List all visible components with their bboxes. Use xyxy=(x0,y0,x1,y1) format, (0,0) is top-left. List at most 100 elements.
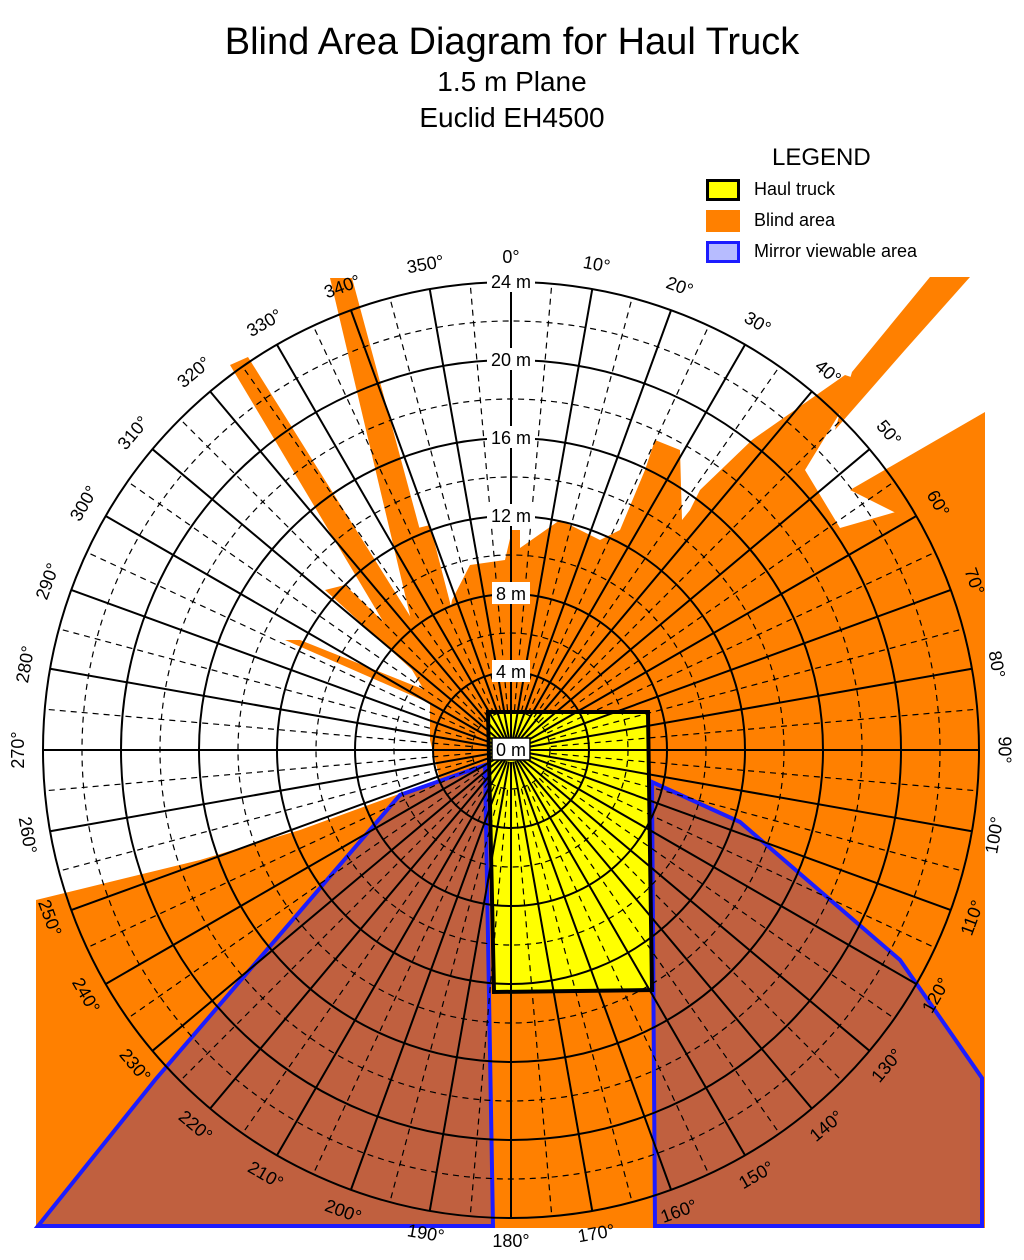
angle-label: 320° xyxy=(173,353,214,392)
grid-spoke-dashed xyxy=(520,788,633,1203)
grid-spoke-dashed xyxy=(469,283,509,711)
grid-spoke xyxy=(521,588,952,747)
grid-spoke-dashed xyxy=(86,766,476,949)
grid-spoke xyxy=(514,309,673,740)
grid-spoke xyxy=(70,588,501,747)
grid-spoke-dashed xyxy=(543,772,895,1019)
mirror-area-right xyxy=(649,778,984,1228)
grid-spoke xyxy=(428,761,510,1212)
grid-spoke xyxy=(105,515,502,745)
title-block: Blind Area Diagram for Haul Truck 1.5 m … xyxy=(0,20,1024,136)
diagram-title: Blind Area Diagram for Haul Truck xyxy=(224,21,800,63)
grid-spoke-dashed xyxy=(86,551,476,734)
grid-spoke-dashed xyxy=(550,752,978,792)
grid-spoke xyxy=(522,751,973,833)
legend-label: Blind area xyxy=(754,210,836,230)
grid-spoke-dashed xyxy=(527,325,710,715)
radial-label-bg xyxy=(491,737,531,761)
grid-spoke xyxy=(151,756,503,1052)
grid-spoke-dashed xyxy=(513,789,553,1217)
angle-label: 300° xyxy=(66,482,102,524)
grid-spoke-dashed xyxy=(242,366,489,718)
angle-label: 20° xyxy=(663,272,695,300)
grid-spoke xyxy=(522,667,973,749)
grid-spoke-dashed xyxy=(546,766,936,949)
radial-label-bg xyxy=(487,426,535,448)
grid-spoke xyxy=(520,515,917,745)
grid-spoke-dashed xyxy=(513,283,553,711)
radial-label-text: 0 m xyxy=(496,740,526,760)
grid-spoke-dashed xyxy=(538,418,843,723)
grid-spoke-dashed xyxy=(389,297,502,712)
grid-spoke xyxy=(517,390,813,742)
grid-spoke-dashed xyxy=(533,366,780,718)
radial-label-text: 16 m xyxy=(491,428,531,448)
radial-label-text: 4 m xyxy=(496,662,526,682)
grid-spoke-dashed xyxy=(312,325,495,715)
grid-spoke-dashed xyxy=(549,628,964,741)
grid-spoke-dashed xyxy=(546,551,936,734)
grid-spoke xyxy=(512,761,594,1212)
radial-label-text: 12 m xyxy=(491,506,531,526)
radial-label-bg xyxy=(492,582,530,604)
blind-area-region xyxy=(285,640,450,710)
grid-spoke xyxy=(105,755,502,985)
grid-spoke-dashed xyxy=(44,708,472,748)
grid-spoke xyxy=(276,759,506,1156)
truck-model: Euclid EH4500 xyxy=(419,102,605,133)
grid-spoke xyxy=(49,667,500,749)
angle-label: 100° xyxy=(981,815,1007,855)
blind-area-region xyxy=(330,278,455,700)
radial-label-text: 24 m xyxy=(491,272,531,292)
blind-area-region xyxy=(230,357,450,700)
grid-spoke-dashed xyxy=(550,708,978,748)
grid-spoke-dashed xyxy=(389,788,502,1203)
grid-spoke-dashed xyxy=(58,759,473,872)
radial-label: 24 m xyxy=(487,270,535,292)
blind-area-region xyxy=(325,585,455,700)
angle-label: 270° xyxy=(8,731,28,768)
grid-spoke-dashed xyxy=(179,418,484,723)
legend: LEGEND Haul truck Blind area Mirror view… xyxy=(706,142,966,267)
grid-spoke-dashed xyxy=(527,785,710,1175)
radial-label: 16 m xyxy=(487,426,535,448)
grid-spoke xyxy=(521,753,952,912)
angle-label: 80° xyxy=(985,649,1009,679)
angle-label: 290° xyxy=(32,560,64,602)
legend-swatch-mirror-viewable-area xyxy=(706,240,740,263)
angle-label: 10° xyxy=(582,252,612,276)
grid-spoke xyxy=(70,753,501,912)
grid-spoke xyxy=(516,344,746,741)
grid-spoke-dashed xyxy=(549,759,964,872)
legend-label: Mirror viewable area xyxy=(754,241,918,261)
angle-label: 260° xyxy=(15,815,41,855)
grid-spoke xyxy=(276,344,506,741)
grid-spoke xyxy=(517,758,813,1110)
angle-label: 180° xyxy=(492,1231,529,1251)
grid-spoke-dashed xyxy=(543,481,895,728)
grid-spoke-dashed xyxy=(242,782,489,1134)
angle-label: 50° xyxy=(872,416,905,450)
grid-spoke-dashed xyxy=(520,297,633,712)
grid-spoke-dashed xyxy=(127,481,479,728)
radial-label-text: 8 m xyxy=(496,584,526,604)
grid-spoke-dashed xyxy=(312,785,495,1175)
radial-label: 12 m xyxy=(487,504,535,526)
grid-spoke xyxy=(209,390,505,742)
grid-spoke xyxy=(519,756,871,1052)
legend-label: Haul truck xyxy=(754,179,836,199)
grid-spoke xyxy=(209,758,505,1110)
grid-spoke-dashed xyxy=(538,777,843,1082)
grid-spoke xyxy=(514,760,673,1191)
legend-title: LEGEND xyxy=(772,144,871,171)
angle-label: 310° xyxy=(114,412,153,453)
radial-label-bg xyxy=(487,270,535,292)
legend-item-mirror-viewable-area: Mirror viewable area xyxy=(706,236,966,267)
legend-swatch-haul-truck xyxy=(706,178,740,201)
grid-spoke xyxy=(151,448,503,744)
radial-label: 0 m xyxy=(491,737,531,761)
radial-label: 4 m xyxy=(492,660,530,682)
grid-spoke xyxy=(519,448,871,744)
radial-label: 20 m xyxy=(487,348,535,370)
angle-label: 280° xyxy=(12,644,38,684)
